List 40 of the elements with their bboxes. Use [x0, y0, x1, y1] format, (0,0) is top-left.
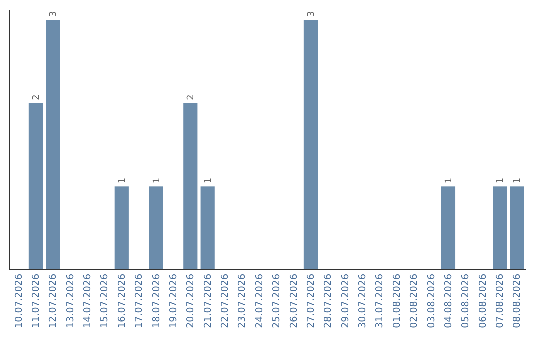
x-tick-label: 27.07.2026 — [306, 274, 317, 328]
x-tick-label: 28.07.2026 — [323, 274, 334, 328]
x-tick-label: 24.07.2026 — [254, 274, 266, 328]
x-tick-label: 31.07.2026 — [374, 274, 386, 328]
x-tick-label: 23.07.2026 — [237, 274, 248, 328]
x-tick-label: 29.07.2026 — [340, 274, 352, 328]
x-tick-label: 15.07.2026 — [100, 274, 111, 328]
x-tick-label: 06.08.2026 — [478, 274, 489, 328]
x-tick-label: 17.07.2026 — [134, 274, 146, 328]
x-tick-label: 12.07.2026 — [48, 274, 60, 328]
data-label: 1 — [152, 178, 162, 184]
data-label: 1 — [444, 178, 454, 184]
x-tick-label: 07.08.2026 — [495, 274, 506, 328]
data-label: 1 — [496, 178, 506, 184]
data-label: 3 — [49, 11, 60, 17]
x-tick-label: 21.07.2026 — [202, 274, 214, 328]
x-tick-label: 14.07.2026 — [82, 274, 94, 328]
x-tick-label: 02.08.2026 — [409, 274, 420, 328]
x-tick-label: 20.07.2026 — [186, 274, 197, 328]
data-label: 1 — [204, 178, 214, 184]
x-tick-label: 13.07.2026 — [65, 274, 76, 328]
x-tick-label: 18.07.2026 — [151, 274, 162, 328]
x-tick-label: 16.07.2026 — [116, 274, 128, 328]
x-tick-label: 22.07.2026 — [220, 274, 232, 328]
data-label: 3 — [306, 11, 317, 17]
data-label: 1 — [118, 178, 128, 184]
x-tick-label: 30.07.2026 — [358, 274, 369, 328]
x-tick-label: 05.08.2026 — [460, 274, 472, 328]
x-tick-label: 01.08.2026 — [392, 274, 403, 328]
x-tick-label: 26.07.2026 — [288, 274, 300, 328]
x-tick-label: 04.08.2026 — [443, 274, 454, 328]
x-tick-label: 19.07.2026 — [168, 274, 180, 328]
data-label: 2 — [32, 94, 42, 100]
x-tick-label: 08.08.2026 — [512, 274, 524, 328]
x-tick-label: 10.07.2026 — [14, 274, 25, 328]
x-tick-label: 11.07.2026 — [30, 274, 42, 328]
x-tick-label: 25.07.2026 — [272, 274, 283, 328]
data-label: 1 — [513, 178, 524, 184]
x-tick-label: 03.08.2026 — [426, 274, 438, 328]
data-label: 2 — [186, 94, 197, 100]
